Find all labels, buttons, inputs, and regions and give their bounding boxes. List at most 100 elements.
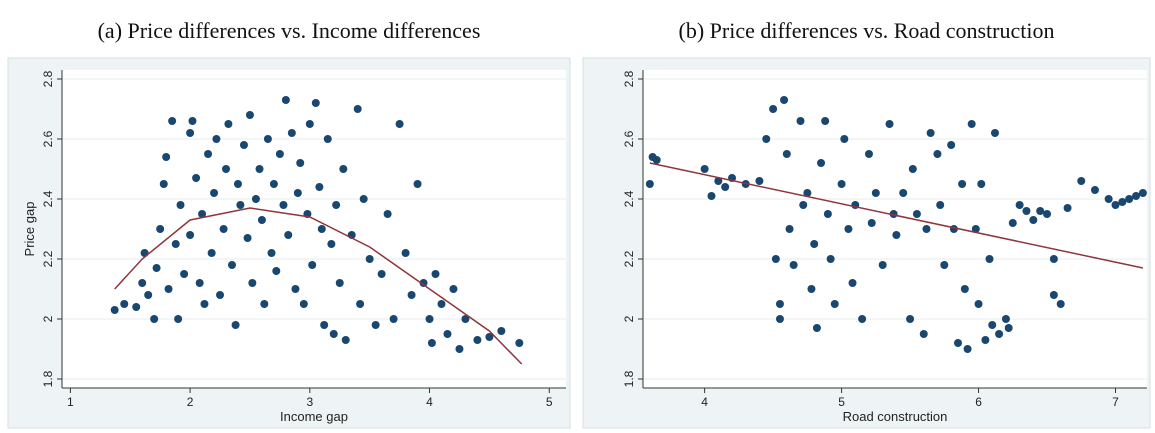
point [200, 300, 209, 308]
point [981, 336, 990, 344]
point [1001, 315, 1010, 323]
point [233, 180, 242, 188]
point [780, 96, 789, 104]
point [775, 315, 784, 323]
x-tick-label: 6 [975, 395, 982, 409]
point [755, 177, 764, 185]
y-tick-label: 2.4 [41, 190, 55, 207]
point [437, 300, 446, 308]
point [1008, 219, 1017, 227]
point [150, 315, 159, 323]
point [762, 135, 771, 143]
point [837, 180, 846, 188]
point [219, 225, 228, 233]
point [461, 315, 470, 323]
point [287, 129, 296, 137]
point [293, 189, 302, 197]
point [279, 201, 288, 209]
point [721, 183, 730, 191]
point [140, 249, 149, 257]
point [922, 225, 931, 233]
point [401, 249, 410, 257]
point [251, 195, 260, 203]
point [198, 210, 207, 218]
y-tick-label: 2.8 [622, 70, 636, 87]
point [365, 255, 374, 263]
point [320, 321, 329, 329]
point [867, 219, 876, 227]
point [281, 96, 290, 104]
point [443, 330, 452, 338]
point [1056, 300, 1065, 308]
point [1104, 195, 1113, 203]
point [269, 180, 278, 188]
point [168, 117, 177, 125]
point [940, 261, 949, 269]
point [227, 261, 236, 269]
point [810, 240, 819, 248]
point [1077, 177, 1086, 185]
point [248, 279, 257, 287]
point [652, 156, 661, 164]
point [789, 261, 798, 269]
point [305, 120, 314, 128]
point [1090, 186, 1099, 194]
point [812, 324, 821, 332]
point [224, 120, 233, 128]
point [775, 300, 784, 308]
x-axis-label: Road construction [843, 409, 948, 424]
point [216, 291, 225, 299]
point [1118, 198, 1127, 206]
point [356, 300, 365, 308]
point [899, 189, 908, 197]
point [255, 165, 264, 173]
point [908, 165, 917, 173]
point [947, 141, 956, 149]
y-tick-label: 2.6 [622, 130, 636, 147]
y-tick-label: 2.4 [622, 190, 636, 207]
point [339, 165, 348, 173]
point [207, 249, 216, 257]
point [231, 321, 240, 329]
point [933, 150, 942, 158]
point [257, 216, 266, 224]
point [341, 336, 350, 344]
point [988, 321, 997, 329]
point [267, 249, 276, 257]
point [371, 321, 380, 329]
point [1125, 195, 1134, 203]
point [515, 339, 524, 347]
point [871, 189, 880, 197]
point [645, 180, 654, 188]
point [995, 330, 1004, 338]
x-tick-label: 3 [306, 395, 313, 409]
y-tick-label: 2.6 [41, 130, 55, 147]
point [985, 255, 994, 263]
point [885, 120, 894, 128]
point [714, 177, 723, 185]
point [958, 180, 967, 188]
point [1036, 207, 1045, 215]
fit-line [114, 207, 523, 365]
y-tick-label: 2.8 [41, 70, 55, 87]
point [769, 105, 778, 113]
point [858, 315, 867, 323]
point [960, 285, 969, 293]
point [260, 300, 269, 308]
point [308, 261, 317, 269]
x-tick-label: 1 [67, 395, 74, 409]
point [919, 330, 928, 338]
point [327, 240, 336, 248]
point [782, 150, 791, 158]
point [974, 300, 983, 308]
point [162, 153, 171, 161]
point [1132, 192, 1141, 200]
point [1049, 255, 1058, 263]
point [239, 141, 248, 149]
point [144, 291, 153, 299]
point [954, 339, 962, 347]
point [826, 255, 835, 263]
point [1049, 291, 1058, 299]
point [296, 159, 305, 167]
